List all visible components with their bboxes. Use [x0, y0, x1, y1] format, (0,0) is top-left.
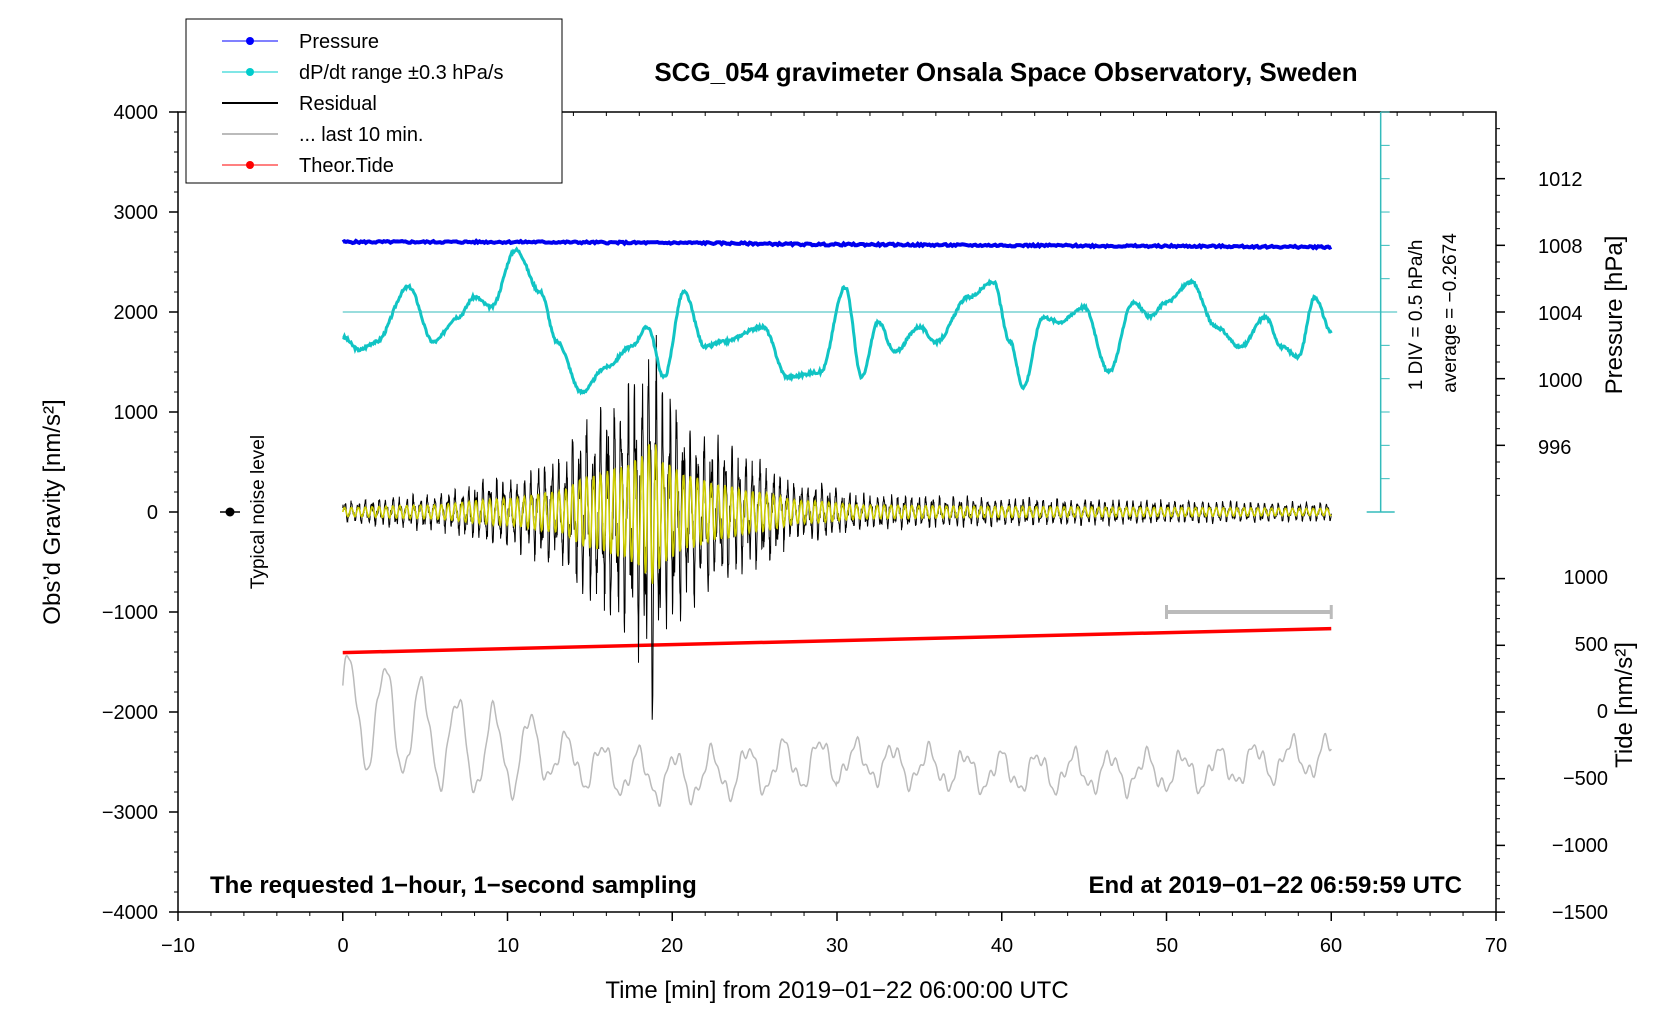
y-tick-label: 2000 [114, 302, 159, 324]
y-tick-label: 3000 [114, 202, 159, 224]
x-tick-label: −10 [161, 935, 195, 957]
last10-bar [1165, 605, 1333, 619]
dpdt-line [342, 246, 1333, 396]
series-theor-tide [342, 626, 1332, 655]
legend-item-residual: Residual [222, 93, 377, 115]
series-last10 [342, 654, 1332, 807]
footer-right: End at 2019−01−22 06:59:59 UTC [1088, 872, 1462, 899]
pressure-tick-label: 1004 [1538, 303, 1583, 325]
tide-axis-label: Tide [nm/s²] [1611, 642, 1638, 768]
tide-tick-label: −1500 [1552, 902, 1608, 924]
average-note: average = −0.2674 [1440, 233, 1461, 393]
pressure-line [341, 238, 1333, 251]
x-tick-label: 30 [826, 935, 848, 957]
legend-item-last10: ... last 10 min. [222, 124, 424, 146]
tide-line [342, 626, 1332, 655]
y-axis-pressure: 996 1000 1004 1008 1012 [1538, 169, 1583, 459]
legend-label: Residual [299, 93, 377, 115]
tide-tick-label: 0 [1597, 701, 1608, 723]
legend-item-pressure: Pressure [222, 31, 379, 53]
tide-tick-label: 1000 [1564, 567, 1609, 589]
last10-line [342, 654, 1332, 807]
y-tick-label: −2000 [102, 702, 158, 724]
chart-title: SCG_054 gravimeter Onsala Space Observat… [654, 57, 1357, 87]
series-residual [342, 334, 1332, 720]
residual-filtered-line [342, 444, 1332, 584]
tide-tick-label: −500 [1563, 768, 1608, 790]
y-tick-label: 1000 [114, 402, 159, 424]
legend-label: Theor.Tide [299, 155, 394, 177]
x-tick-label: 20 [661, 935, 683, 957]
tide-tick-label: 500 [1575, 634, 1608, 656]
x-tick-label: 50 [1156, 935, 1178, 957]
pressure-tick-label: 1012 [1538, 169, 1583, 191]
series-pressure [341, 238, 1333, 251]
y-tick-label: −4000 [102, 902, 158, 924]
noise-level-label: Typical noise level [248, 435, 269, 589]
x-axis: −10 0 10 20 30 40 50 60 70 [161, 935, 1507, 957]
footer-left: The requested 1−hour, 1−second sampling [210, 872, 697, 899]
legend-box [185, 18, 563, 184]
dpdt-scale-bar [342, 111, 1398, 513]
legend-item-dpdt: dP/dt range ±0.3 hPa/s [222, 62, 503, 84]
y-tick-label: −1000 [102, 602, 158, 624]
div-note: 1 DIV = 0.5 hPa/h [1406, 240, 1427, 391]
y-tick-label: 0 [147, 502, 158, 524]
pressure-tick-label: 1000 [1538, 370, 1583, 392]
pressure-tick-label: 1008 [1538, 236, 1583, 258]
y-axis-tide: −1500 −1000 −500 0 500 1000 [1552, 567, 1608, 924]
pressure-axis-label: Pressure [hPa] [1601, 236, 1628, 395]
noise-level-marker [220, 507, 240, 517]
x-tick-label: 70 [1485, 935, 1507, 957]
tide-tick-label: −1000 [1552, 835, 1608, 857]
legend-label: dP/dt range ±0.3 hPa/s [299, 62, 503, 84]
y-axis-label: Obs’d Gravity [nm/s²] [39, 399, 66, 624]
legend-label: Pressure [299, 31, 379, 53]
legend-item-tide: Theor.Tide [222, 155, 394, 177]
y-axis-left: 4000 3000 2000 1000 0 −1000 −2000 −3000 … [102, 102, 158, 924]
y-tick-label: 4000 [114, 102, 159, 124]
pressure-tick-label: 996 [1538, 437, 1571, 459]
x-tick-label: 0 [337, 935, 348, 957]
y-tick-label: −3000 [102, 802, 158, 824]
x-axis-label: Time [min] from 2019−01−22 06:00:00 UTC [605, 977, 1068, 1004]
series-dpdt [342, 246, 1333, 396]
legend: Pressure dP/dt range ±0.3 hPa/s Residual… [185, 18, 563, 184]
x-tick-label: 10 [497, 935, 519, 957]
x-tick-label: 40 [991, 935, 1013, 957]
x-tick-label: 60 [1320, 935, 1342, 957]
legend-label: ... last 10 min. [299, 124, 424, 146]
